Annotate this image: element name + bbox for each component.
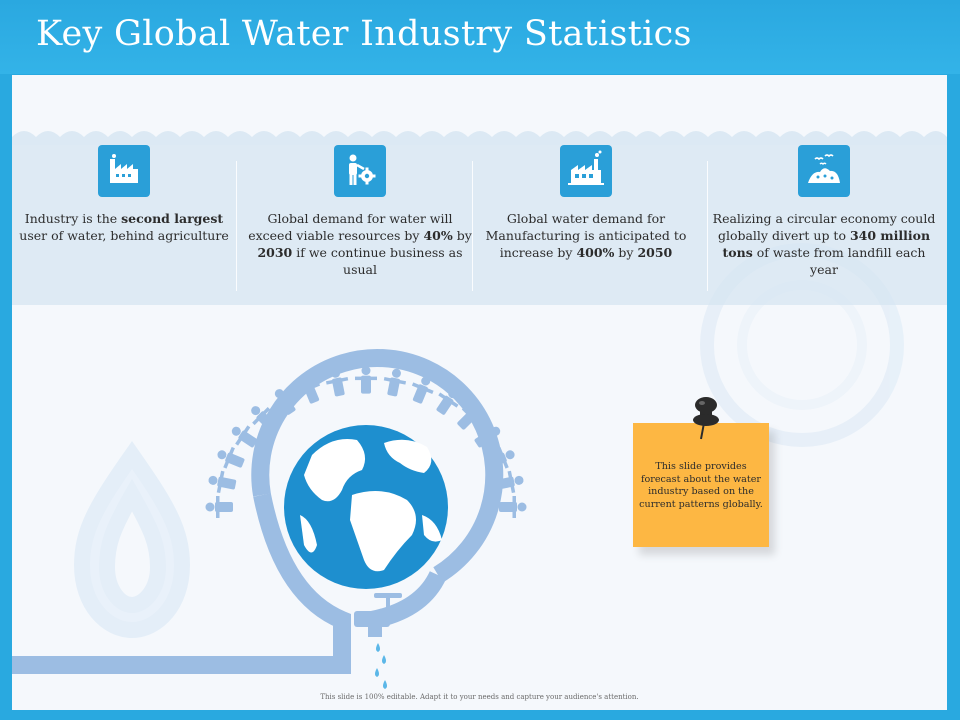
note-text: This slide provides forecast about the w… xyxy=(639,461,763,510)
stat-text: Global demand for water will exceed viab… xyxy=(248,211,472,277)
person-figure xyxy=(217,446,245,469)
person-figure xyxy=(499,496,527,518)
content-panel: Industry is the second largest user of w… xyxy=(12,75,947,710)
stat-text: Industry is the second largest user of w… xyxy=(19,211,229,243)
stat-card-3: Global water demand for Manufacturing is… xyxy=(474,145,698,305)
water-globe-illustration xyxy=(12,348,527,689)
stat-card-2: Global demand for water will exceed viab… xyxy=(248,145,472,305)
pushpin-icon xyxy=(693,397,719,440)
pipe-line xyxy=(12,493,351,674)
sticky-note: This slide provides forecast about the w… xyxy=(633,423,769,547)
pipe-ring xyxy=(251,348,504,583)
stat-text: Global water demand for Manufacturing is… xyxy=(485,211,687,260)
stat-card-1: Industry is the second largest user of w… xyxy=(12,145,236,305)
stat-text: Realizing a circular economy could globa… xyxy=(712,211,936,277)
footer-note: This slide is 100% editable. Adapt it to… xyxy=(320,693,639,701)
manufacturing-plant-icon xyxy=(560,145,612,197)
person-figure xyxy=(411,376,434,404)
water-drops xyxy=(375,643,387,689)
divider xyxy=(236,161,237,291)
stats-band xyxy=(12,145,947,305)
stat-card-4: Realizing a circular economy could globa… xyxy=(712,145,936,305)
divider xyxy=(472,161,473,291)
landfill-birds-icon xyxy=(798,145,850,197)
person-figure xyxy=(355,366,377,394)
person-gear-icon xyxy=(334,145,386,197)
factory-icon xyxy=(98,145,150,197)
person-figure xyxy=(231,425,258,448)
header-bar: Key Global Water Industry Statistics xyxy=(0,0,960,74)
person-figure xyxy=(383,368,407,397)
divider xyxy=(707,161,708,291)
person-figure xyxy=(205,496,233,518)
person-figure xyxy=(208,470,237,494)
page-title: Key Global Water Industry Statistics xyxy=(36,14,692,54)
